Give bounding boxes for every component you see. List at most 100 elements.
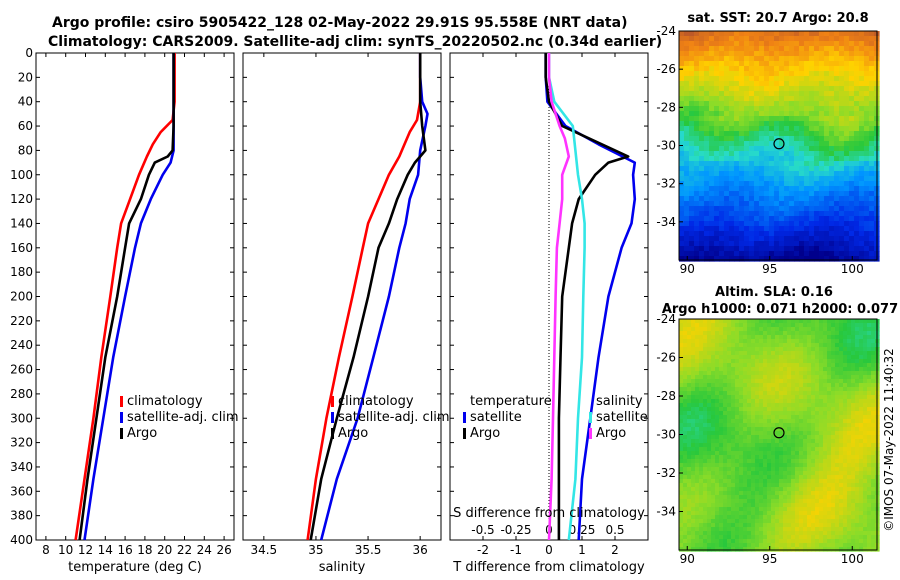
map-cell: [719, 231, 725, 237]
map-cell: [724, 201, 730, 207]
map-cell: [714, 61, 720, 67]
map-cell: [847, 427, 852, 432]
map-cell: [703, 419, 708, 424]
map-cell: [767, 335, 772, 340]
map-cell: [715, 419, 720, 424]
map-cell: [744, 171, 750, 177]
map-cell: [783, 343, 788, 348]
map-cell: [691, 399, 696, 404]
map-cell: [779, 427, 784, 432]
map-cell: [779, 415, 784, 420]
map-cell: [839, 56, 845, 62]
map-cell: [871, 323, 876, 328]
map-cell: [859, 359, 864, 364]
map-cell: [727, 479, 732, 484]
map-cell: [824, 96, 830, 102]
map-cell: [699, 81, 705, 87]
map-cell: [755, 523, 760, 528]
map-cell: [839, 206, 845, 212]
map-cell: [709, 161, 715, 167]
map-cell: [747, 403, 752, 408]
map-cell: [795, 335, 800, 340]
map-cell: [731, 399, 736, 404]
map-cell: [711, 363, 716, 368]
map-x-tick-label: 90: [680, 262, 695, 276]
map-cell: [731, 415, 736, 420]
map-cell: [784, 141, 790, 147]
map-cell: [871, 503, 876, 508]
map-cell: [751, 471, 756, 476]
map-cell: [819, 146, 825, 152]
map-cell: [769, 196, 775, 202]
map-cell: [759, 236, 765, 242]
map-cell: [754, 56, 760, 62]
map-y-tick-label: -32: [656, 177, 676, 191]
map-cell: [735, 543, 740, 548]
map-cell: [715, 491, 720, 496]
map-cell: [739, 535, 744, 540]
map-cell: [739, 171, 745, 177]
map-cell: [811, 507, 816, 512]
map-cell: [804, 126, 810, 132]
map-cell: [755, 527, 760, 532]
map-cell: [811, 359, 816, 364]
map-cell: [754, 231, 760, 237]
map-cell: [799, 156, 805, 162]
map-cell: [754, 106, 760, 112]
map-cell: [831, 499, 836, 504]
map-cell: [684, 211, 690, 217]
map-cell: [789, 131, 795, 137]
map-cell: [829, 111, 835, 117]
map-cell: [749, 136, 755, 142]
map-cell: [711, 447, 716, 452]
map-cell: [719, 547, 724, 552]
map-cell: [864, 141, 870, 147]
map-cell: [779, 371, 784, 376]
map-cell: [715, 379, 720, 384]
map-cell: [839, 343, 844, 348]
map-cell: [834, 211, 840, 217]
map-cell: [824, 76, 830, 82]
map-cell: [751, 447, 756, 452]
map-cell: [691, 479, 696, 484]
map-cell: [689, 136, 695, 142]
map-cell: [827, 359, 832, 364]
map-cell: [779, 231, 785, 237]
map-cell: [847, 503, 852, 508]
map-cell: [824, 111, 830, 117]
map-cell: [679, 61, 685, 67]
map-cell: [843, 399, 848, 404]
map-cell: [811, 407, 816, 412]
map-cell: [683, 535, 688, 540]
map-cell: [771, 451, 776, 456]
map-cell: [839, 467, 844, 472]
map-cell: [859, 459, 864, 464]
map-cell: [727, 503, 732, 508]
map-cell: [803, 363, 808, 368]
map-cell: [724, 126, 730, 132]
map-cell: [831, 527, 836, 532]
map-cell: [715, 435, 720, 440]
map-cell: [683, 527, 688, 532]
map-cell: [799, 31, 805, 37]
map-cell: [759, 407, 764, 412]
map-cell: [871, 359, 876, 364]
y-tick-label: 40: [18, 95, 33, 109]
map-cell: [779, 515, 784, 520]
map-cell: [703, 495, 708, 500]
map-cell: [747, 359, 752, 364]
map-cell: [811, 523, 816, 528]
map-cell: [699, 519, 704, 524]
map-cell: [779, 136, 785, 142]
map-cell: [863, 367, 868, 372]
map-cell: [751, 379, 756, 384]
map-cell: [843, 343, 848, 348]
map-cell: [774, 56, 780, 62]
map-cell: [791, 323, 796, 328]
map-cell: [847, 383, 852, 388]
map-cell: [769, 61, 775, 67]
map-cell: [739, 395, 744, 400]
map-cell: [764, 116, 770, 122]
map-cell: [769, 81, 775, 87]
map-cell: [869, 231, 875, 237]
